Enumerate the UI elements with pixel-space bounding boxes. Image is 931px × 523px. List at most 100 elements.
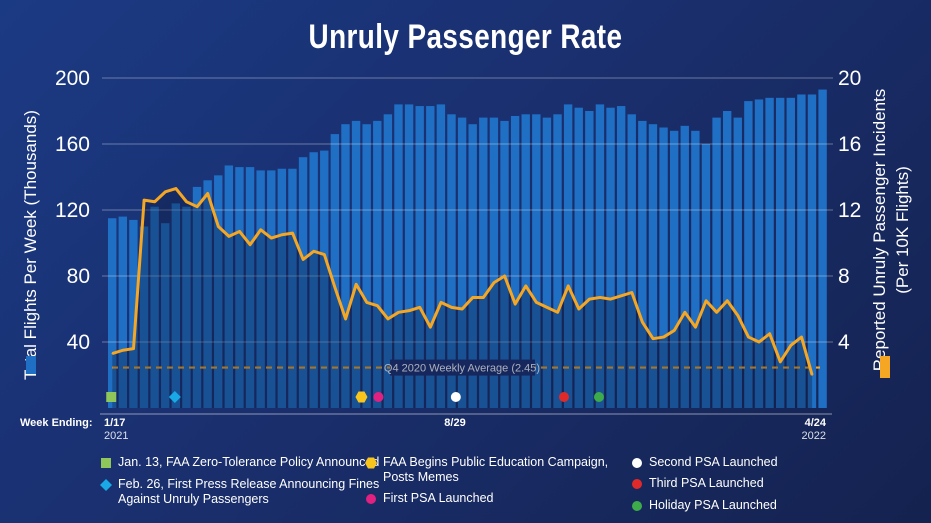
incident-point [609,298,612,300]
incident-point [758,341,760,343]
green-square-icon [100,457,112,473]
bar [108,218,117,408]
y2-axis-label-line2: (Per 10K Flights) [893,166,912,294]
y2-axis-label: Reported Unruly Passenger Incidents [870,89,889,372]
bar [744,101,753,408]
incident-point [525,285,527,287]
x-label-start-year: 2021 [104,430,128,442]
event-marker-square [106,392,117,402]
incident-point [779,361,782,363]
bar [161,223,170,408]
bar [521,114,530,409]
white-circle-icon [631,457,643,473]
incident-point [578,308,580,310]
bar [638,120,647,409]
bar [468,124,477,408]
legend-label: Feb. 26, First Press Release Announcing … [118,477,380,491]
incident-point [461,308,464,310]
y-axis-label: Total Flights Per Week (Thousands) [21,110,40,380]
bar [383,114,393,409]
bar [585,111,594,408]
bar [553,114,562,409]
incident-point [747,336,750,338]
bar [235,167,244,408]
bar [256,170,265,408]
incident-point [397,311,400,314]
y-tick-label: 160 [55,133,90,156]
green-circle-icon [631,500,643,516]
y2-tick-label: 16 [838,133,861,156]
chart-title: Unruly Passenger Rate [308,18,623,56]
incident-point [153,200,156,203]
incident-point [111,352,114,355]
incident-point [334,286,336,289]
bar [595,104,605,409]
reference-label: Q4 2020 Weekly Average (2.45) [384,363,540,375]
incident-point [514,303,517,305]
legend-label: First PSA Launched [383,491,494,505]
incident-point [323,253,326,256]
event-markers-group [106,391,604,403]
bar [542,117,552,408]
reference-label-bg [390,359,535,376]
bar [182,206,191,408]
bar [362,124,371,408]
incident-point [259,229,262,231]
bar [659,127,668,408]
reference-line-group: Q4 2020 Weekly Average (2.45) [112,359,820,376]
incident-point [556,311,559,314]
bar [426,106,435,409]
incident-point [355,283,357,286]
x-label-end-year: 2022 [802,430,826,442]
incident-point [196,205,198,208]
incident-point [673,329,676,332]
incident-point [376,304,379,307]
bars-group [108,89,827,409]
incident-point [418,306,421,309]
incident-point [302,258,304,261]
event-marker-circle [558,392,569,402]
incident-point [800,336,803,338]
x-label-start: 1/17 [104,417,125,429]
x-label-mid: 8/29 [444,417,465,429]
bar [139,226,149,408]
bar [309,152,318,408]
bar [415,106,424,409]
bar [722,111,732,408]
incident-point [281,233,283,236]
bar [404,104,414,409]
incident-point [620,295,623,297]
y2-tick-label: 4 [838,331,850,354]
gridlines-group [102,77,833,343]
bar [245,167,255,408]
legend-label: Third PSA Launched [649,476,764,490]
bar [712,117,721,408]
incident-point [450,306,453,309]
bar [775,97,785,409]
y-axis-swatch [26,356,36,374]
bar [214,175,223,408]
week-ending-label: Week Ending: [20,417,93,429]
y2-tick-label: 20 [838,67,861,90]
bar [500,120,509,409]
event-marker-circle [373,392,384,402]
incident-point [143,199,145,201]
legend-label: Second PSA Launched [649,455,778,469]
incident-line-group [111,187,814,408]
bar [733,117,742,408]
incident-point [408,309,410,312]
event-marker-circle [593,392,604,402]
incident-point [228,235,230,238]
event-marker-hexagon [355,391,368,403]
incident-point [503,275,506,277]
bar [267,170,276,408]
bar [574,107,583,408]
incident-point [588,298,591,300]
incident-point [185,200,188,203]
bar [192,186,202,408]
magenta-circle-icon [365,493,377,509]
y2-tick-label: 8 [838,265,850,288]
incident-point [694,326,697,328]
incident-point [684,311,686,314]
